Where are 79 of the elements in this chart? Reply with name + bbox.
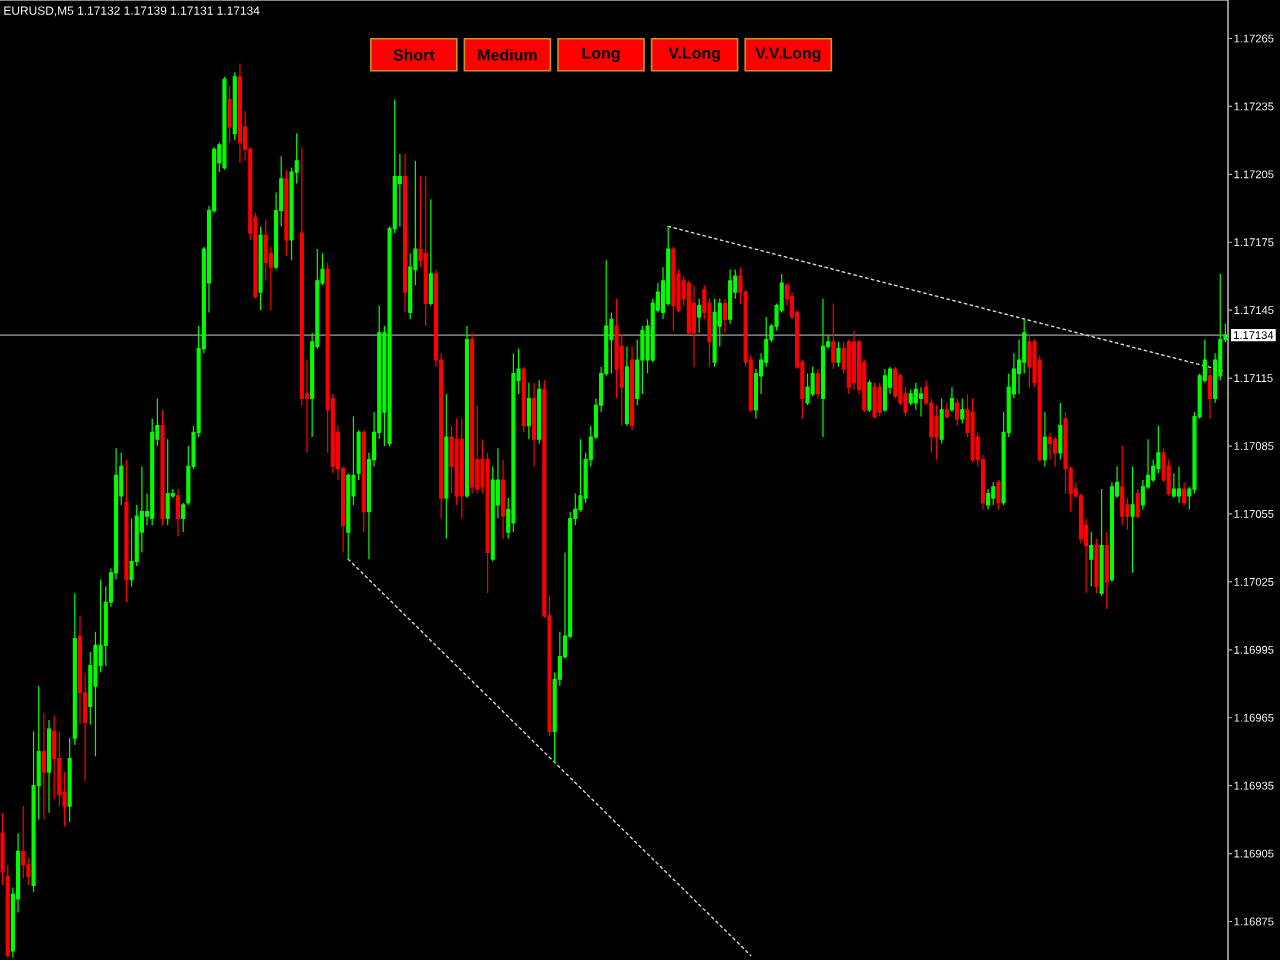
candlestick — [526, 382, 531, 440]
candlestick — [934, 404, 939, 461]
candlestick — [1099, 488, 1104, 597]
candlestick — [918, 386, 924, 418]
candlestick — [1135, 488, 1140, 520]
candlestick — [846, 339, 851, 395]
candlestick — [284, 169, 289, 257]
candlestick — [46, 719, 52, 814]
candlestick — [624, 345, 629, 427]
candlestick — [939, 397, 944, 445]
candlestick — [867, 379, 872, 413]
candlestick — [175, 488, 181, 538]
candlestick — [1042, 411, 1047, 468]
candlestick — [815, 368, 820, 400]
candlestick — [1027, 334, 1032, 388]
candlestick — [1053, 436, 1058, 468]
candlestick — [52, 714, 57, 800]
candlestick — [805, 372, 810, 406]
candlestick — [1176, 465, 1182, 504]
candlestick — [1104, 531, 1109, 610]
candlestick — [986, 488, 991, 511]
candlestick — [1047, 431, 1053, 461]
candlestick — [402, 153, 408, 314]
candlestick — [836, 341, 841, 368]
candlestick — [1058, 402, 1063, 461]
candlestick — [470, 332, 475, 495]
candlestick — [531, 382, 537, 468]
candlestick — [222, 76, 227, 171]
candlestick — [227, 85, 232, 144]
candlestick — [949, 386, 955, 413]
candlestick — [258, 225, 263, 311]
candlestick — [851, 329, 856, 391]
candlestick — [872, 382, 877, 420]
candlestick — [444, 393, 449, 540]
candlestick — [1094, 538, 1099, 594]
candlestick — [722, 298, 727, 334]
candlestick — [361, 429, 366, 533]
candlestick — [712, 298, 717, 368]
candlestick — [970, 397, 975, 463]
candlestick — [1130, 465, 1135, 574]
candlestick — [1182, 481, 1187, 506]
candlestick — [160, 409, 165, 526]
candlestick — [165, 438, 170, 526]
candlestick — [728, 268, 733, 325]
candlestick — [459, 418, 464, 520]
candlestick — [232, 71, 237, 141]
candlestick — [882, 368, 887, 413]
candlestick — [908, 388, 913, 406]
candlestick — [124, 459, 129, 603]
candlestick — [1171, 472, 1176, 499]
candlestick — [237, 62, 242, 164]
candlestick — [955, 397, 960, 427]
candlestick — [991, 481, 996, 506]
candlestick — [423, 175, 428, 327]
candlestick — [877, 382, 882, 418]
candlestick — [41, 712, 46, 821]
candlestick — [630, 345, 635, 431]
candlestick — [1120, 445, 1125, 526]
candlestick — [1089, 531, 1094, 588]
candlestick — [960, 397, 965, 424]
candlestick — [1156, 425, 1161, 474]
candlestick — [810, 366, 815, 397]
candlestick — [996, 479, 1001, 511]
candlestick — [428, 198, 433, 307]
candlestick — [1207, 368, 1212, 420]
candlestick — [820, 298, 826, 438]
candlestick — [893, 366, 898, 400]
candlestick — [697, 298, 702, 334]
candlestick — [521, 366, 526, 434]
candlestick — [831, 302, 836, 370]
candlestick — [501, 459, 506, 540]
candlestick — [691, 284, 697, 368]
candlestick — [944, 402, 949, 420]
candlestick — [464, 325, 469, 499]
candlestick — [511, 352, 516, 533]
candlestick — [913, 382, 918, 411]
candlestick — [537, 379, 542, 445]
candlestick — [671, 246, 676, 332]
candlestick — [21, 805, 26, 880]
